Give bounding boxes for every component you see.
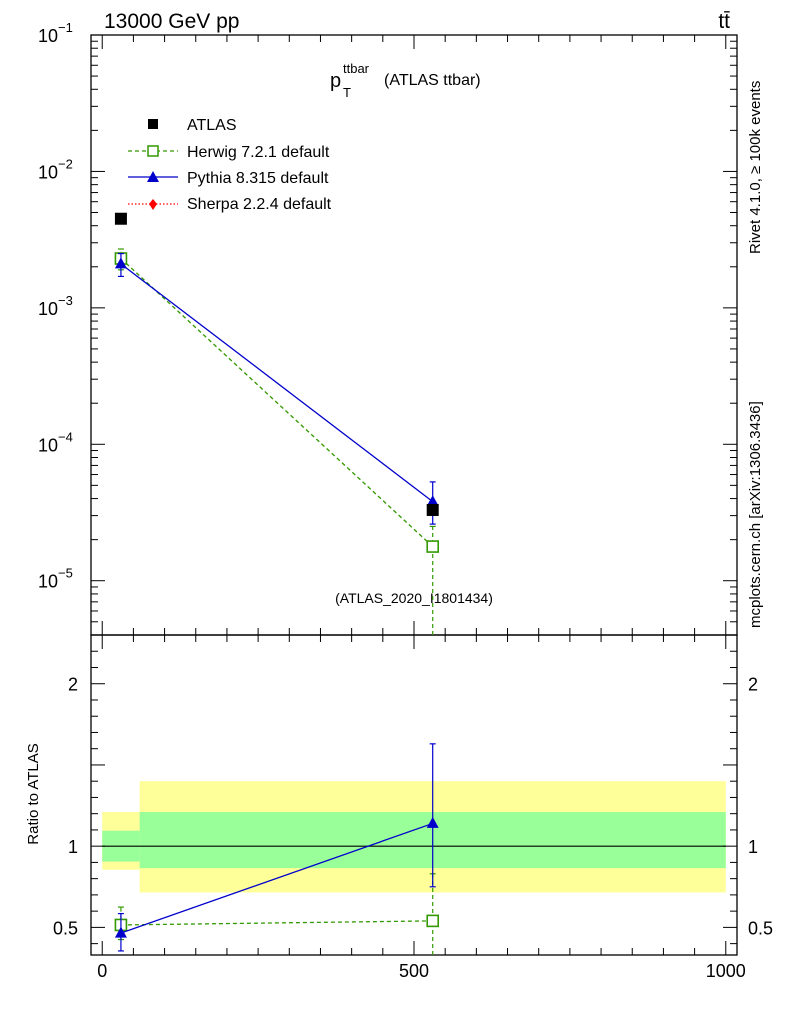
y-tick-label: 10 [38,162,58,182]
main-herwig-line [120,258,434,548]
analysis-watermark: (ATLAS_2020_I1801434) [335,590,493,606]
ratio-y-tick-label-left: 0.5 [53,918,78,938]
main-pythia-point [114,257,127,269]
x-tick-label-1000: 1000 [706,961,746,981]
legend: ATLAS Herwig 7.2.1 default Pythia 8.315 … [128,117,332,213]
legend-marker-atlas [148,119,158,129]
ratio-y-tick-label-right: 1 [748,837,758,857]
energy-label: 13000 GeV pp [104,10,239,33]
legend-marker-herwig [147,145,159,157]
mcplots-label: mcplots.cern.ch [arXiv:1306.3436] [747,401,764,628]
ratio-y-tick-label-right: 0.5 [748,918,773,938]
legend-entry-pythia: Pythia 8.315 default [128,170,329,187]
main-atlas-point [114,212,127,225]
y-tick-exponent: −3 [58,293,73,308]
legend-entry-herwig: Herwig 7.2.1 default [128,144,330,161]
rivet-label: Rivet 4.1.0, ≥ 100k events [747,81,764,254]
ratio-pythia-point [426,816,439,828]
x-axis-ticks: 0 500 1000 [97,35,746,981]
y-tick-exponent: −1 [58,20,73,35]
title-main: p [330,70,341,92]
legend-marker-pythia [147,171,159,182]
y-tick-exponent: −2 [58,156,73,171]
ratio-y-tick-label-left: 2 [68,675,78,695]
y-tick-label: 10 [38,26,58,46]
main-pythia-series [114,252,439,525]
title-sub: T [343,85,351,100]
title-rest: (ATLAS ttbar) [384,72,481,89]
x-tick-label-500: 500 [399,961,429,981]
legend-marker-sherpa [149,199,157,210]
ratio-pythia-point [114,926,127,938]
ratio-herwig-point [426,914,440,928]
y-tick-exponent: −4 [58,429,73,444]
ratio-y-ticks: 0.5 0.5 1 1 2 2 [53,650,773,945]
main-atlas-series [114,212,439,516]
x-tick-label-0: 0 [97,961,107,981]
ratio-pythia-series [114,743,439,952]
chart-title: p ttbar T (ATLAS ttbar) [330,61,481,100]
main-pythia-point [426,495,439,507]
main-atlas-point [426,503,439,516]
legend-entry-sherpa: Sherpa 2.2.4 default [128,196,332,213]
uncertainty-bands [102,781,726,893]
main-herwig-series [114,248,440,635]
title-sup: ttbar [343,61,370,76]
legend-label-herwig: Herwig 7.2.1 default [187,144,330,161]
y-tick-label: 10 [38,435,58,455]
y-tick-label: 10 [38,299,58,319]
y-tick-exponent: −5 [58,566,73,581]
main-herwig-point [426,540,440,553]
legend-entry-atlas: ATLAS [148,117,237,134]
legend-label-sherpa: Sherpa 2.2.4 default [187,196,332,213]
main-pythia-line [120,263,434,503]
ratio-ylabel: Ratio to ATLAS [25,743,42,844]
legend-label-pythia: Pythia 8.315 default [187,170,329,187]
ratio-y-tick-label-right: 2 [748,675,758,695]
y-tick-label: 10 [38,572,58,592]
process-label: tt̄ [718,10,730,33]
ratio-pythia-line [120,822,433,934]
ratio-y-tick-label-left: 1 [68,837,78,857]
ratio-herwig-line [120,920,433,926]
main-y-ticks: 10−110−210−310−410−5 [38,20,737,636]
legend-label-atlas: ATLAS [187,117,237,134]
